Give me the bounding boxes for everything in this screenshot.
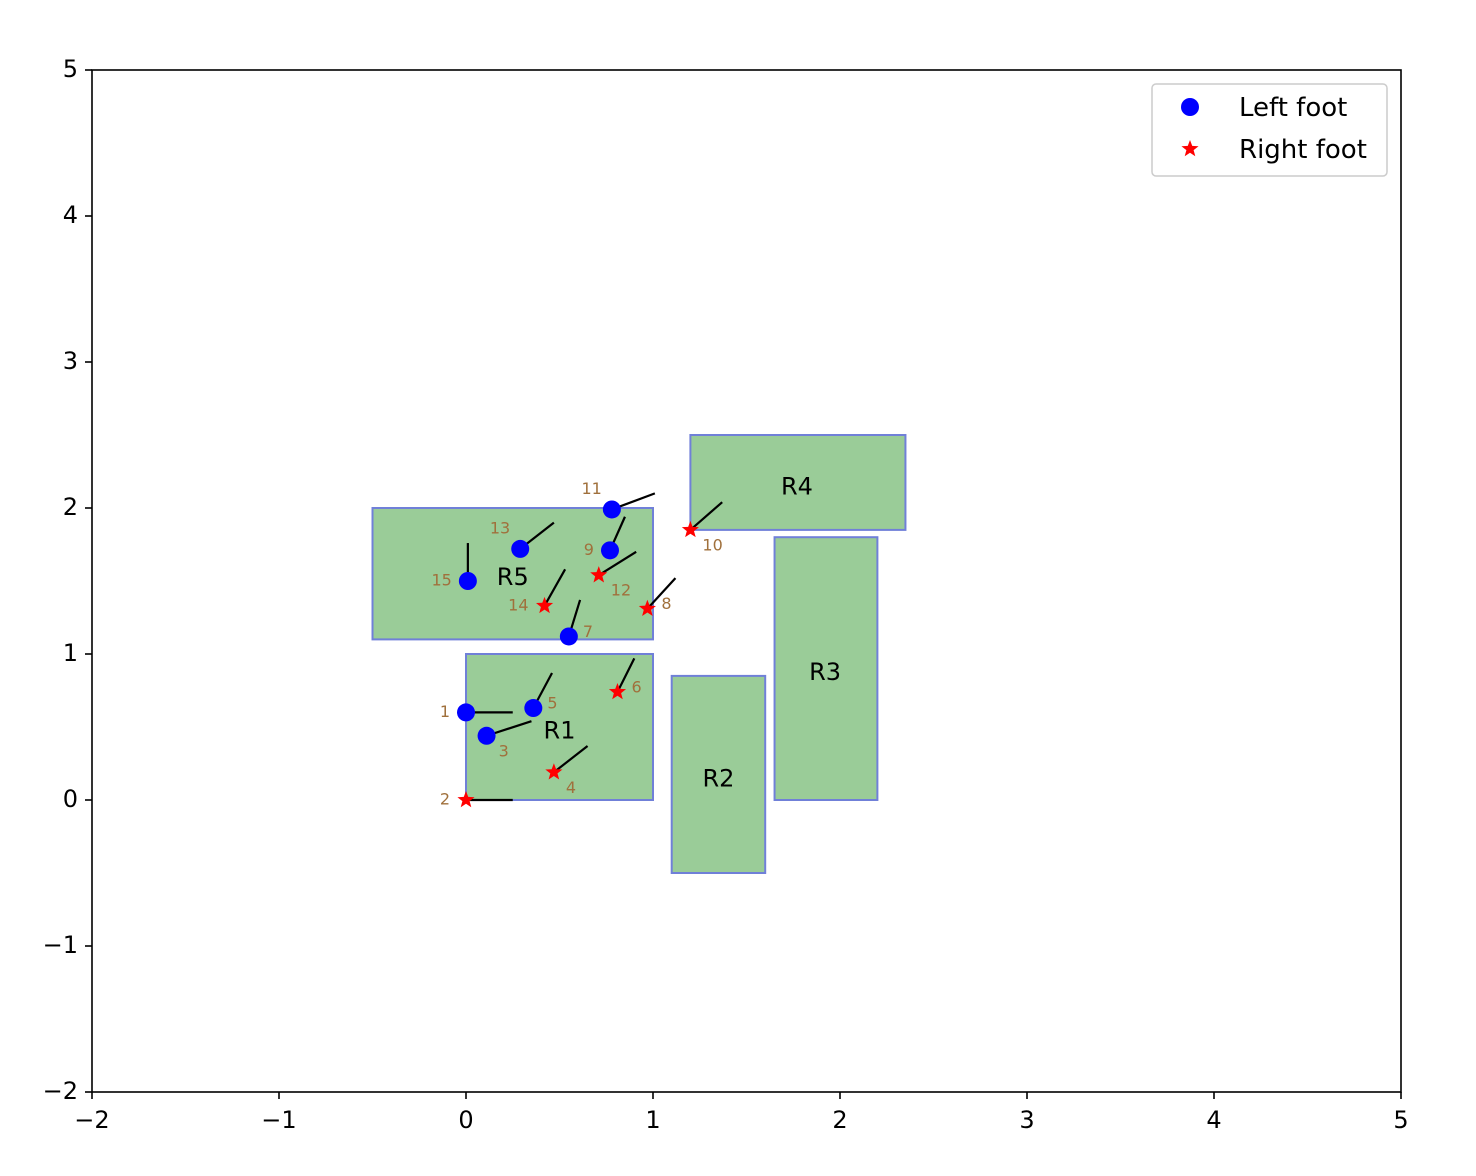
heading-line-8 xyxy=(646,577,677,610)
step-label-1: 1 xyxy=(440,702,450,721)
left-foot-point-13 xyxy=(511,539,530,558)
step-label-12: 12 xyxy=(611,581,631,600)
step-label-8: 8 xyxy=(661,594,671,613)
y-tick-label: 2 xyxy=(63,493,78,521)
region-label-r2: R2 xyxy=(702,765,734,793)
left-foot-point-9 xyxy=(600,541,619,560)
y-axis: −2 −1 0 1 2 3 4 5 xyxy=(43,55,92,1105)
right-foot-point-14 xyxy=(535,596,554,614)
step-label-9: 9 xyxy=(584,540,594,559)
x-tick-label: 0 xyxy=(458,1106,473,1134)
right-foot-point-8 xyxy=(638,599,656,617)
right-foot-point-12 xyxy=(590,566,608,583)
step-label-5: 5 xyxy=(547,694,557,713)
left-foot-point-5 xyxy=(524,699,543,718)
y-tick-label: −2 xyxy=(43,1077,78,1105)
step-label-3: 3 xyxy=(499,741,509,760)
heading-line-6 xyxy=(616,657,636,693)
legend-box xyxy=(1151,83,1388,177)
right-foot-point-6 xyxy=(608,682,627,700)
legend-left-foot-label: Left foot xyxy=(1239,93,1347,123)
y-tick-label: 4 xyxy=(63,201,78,229)
x-tick-label: 1 xyxy=(645,1106,660,1134)
legend-right-foot-label: Right foot xyxy=(1239,135,1367,165)
legend-right-foot-marker xyxy=(1181,140,1199,157)
regions-layer: R1 R2 R3 R4 R5 xyxy=(371,434,907,875)
region-r4 xyxy=(689,434,907,531)
region-label-r5: R5 xyxy=(497,563,529,591)
x-tick-label: 3 xyxy=(1019,1106,1034,1134)
region-r1 xyxy=(465,653,654,801)
heading-line-4 xyxy=(553,745,589,774)
heading-line-14 xyxy=(543,568,567,607)
step-label-4: 4 xyxy=(566,778,576,797)
axes-frame xyxy=(91,69,1402,1093)
y-tick-label: 5 xyxy=(63,55,78,83)
x-tick-label: −2 xyxy=(74,1106,109,1134)
region-r3 xyxy=(773,536,879,801)
step-label-11: 11 xyxy=(582,479,602,498)
heading-line-12 xyxy=(598,550,637,577)
right-foot-point-2 xyxy=(457,791,475,808)
region-label-r3: R3 xyxy=(809,658,841,686)
region-label-r1: R1 xyxy=(544,716,576,744)
step-label-14: 14 xyxy=(508,595,528,614)
left-foot-point-3 xyxy=(477,726,496,745)
step-label-15: 15 xyxy=(432,571,452,590)
step-label-7: 7 xyxy=(583,622,593,641)
left-foot-point-7 xyxy=(559,627,578,646)
left-foot-point-1 xyxy=(457,703,475,722)
heading-line-10 xyxy=(689,501,723,531)
y-tick-label: 0 xyxy=(63,785,78,813)
x-tick-label: 5 xyxy=(1393,1106,1408,1134)
markers-layer xyxy=(457,500,699,808)
right-foot-point-4 xyxy=(545,763,563,780)
y-tick-label: 3 xyxy=(63,347,78,375)
region-r2 xyxy=(670,674,767,875)
y-tick-label: −1 xyxy=(43,931,78,959)
region-label-r4: R4 xyxy=(781,473,813,501)
x-tick-label: 2 xyxy=(832,1106,847,1134)
x-axis: −2 −1 0 1 2 3 4 5 xyxy=(74,1092,1409,1134)
left-foot-point-11 xyxy=(602,500,621,519)
x-tick-label: 4 xyxy=(1206,1106,1221,1134)
step-label-10: 10 xyxy=(702,535,722,554)
axes-layer xyxy=(91,69,1402,1093)
step-label-2: 2 xyxy=(440,790,450,809)
step-label-6: 6 xyxy=(631,677,641,696)
region-r5 xyxy=(371,507,654,641)
legend-left-foot-marker xyxy=(1181,98,1199,116)
x-tick-label: −1 xyxy=(261,1106,296,1134)
y-tick-label: 1 xyxy=(63,639,78,667)
step-label-13: 13 xyxy=(490,518,510,537)
legend: Left foot Right foot xyxy=(1151,83,1388,177)
right-foot-point-10 xyxy=(681,520,699,538)
left-foot-point-15 xyxy=(458,572,477,590)
